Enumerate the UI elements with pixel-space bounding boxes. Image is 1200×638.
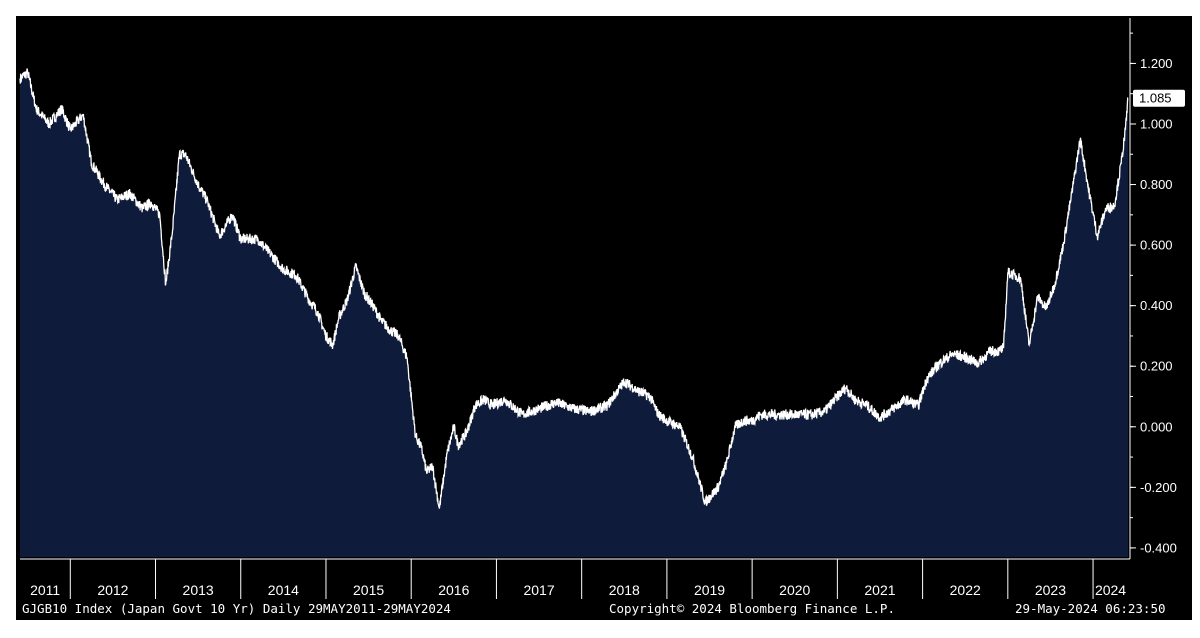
x-tick-label: 2022 — [950, 582, 981, 598]
x-axis: 2011 2012 2013 2014 2015 2016 2017 2018 2019 2020… — [20, 558, 1130, 599]
x-tick-label: 2020 — [779, 582, 810, 598]
series-area — [20, 68, 1128, 557]
y-tick-label: -0.400 — [1140, 540, 1177, 555]
x-tick-label: 2024 — [1095, 582, 1126, 598]
y-tick-label: 0.800 — [1140, 177, 1173, 192]
footer-series-info: GJGB10 Index (Japan Govt 10 Yr) Daily 29… — [22, 601, 451, 616]
y-tick-label: -0.200 — [1140, 480, 1177, 495]
last-value-box — [1133, 89, 1185, 107]
y-tick-label: 0.200 — [1140, 359, 1173, 374]
x-tick-label: 2011 — [30, 582, 60, 598]
y-tick-label: 1.200 — [1140, 56, 1173, 71]
x-tick-label: 2017 — [523, 582, 554, 598]
x-tick-label: 2014 — [268, 582, 299, 598]
x-tick-label: 2012 — [97, 582, 128, 598]
series-line — [19, 68, 1129, 509]
y-tick-label: 0.000 — [1140, 419, 1173, 434]
last-value-marker: 1.085 — [1133, 89, 1185, 107]
margin-right — [1192, 0, 1200, 638]
footer-copyright: Copyright© 2024 Bloomberg Finance L.P. — [609, 601, 895, 616]
chart-footer: GJGB10 Index (Japan Govt 10 Yr) Daily 29… — [0, 600, 1200, 620]
last-value-label: 1.085 — [1139, 91, 1172, 106]
y-tick-label: 0.400 — [1140, 298, 1173, 313]
y-axis: 1.200 1.000 0.800 0.600 0.400 0.200 0.000 -0.20… — [1129, 18, 1177, 559]
x-tick-label: 2018 — [609, 582, 640, 598]
margin-top — [0, 0, 1200, 16]
x-tick-label: 2016 — [438, 582, 469, 598]
x-tick-label: 2023 — [1035, 582, 1066, 598]
footer-timestamp: 29-May-2024 06:23:50 — [1015, 601, 1166, 616]
x-tick-label: 2019 — [694, 582, 725, 598]
margin-left — [0, 0, 16, 638]
x-tick-label: 2021 — [864, 582, 895, 598]
y-tick-label: 1.000 — [1140, 116, 1173, 131]
y-tick-label: 0.600 — [1140, 238, 1173, 253]
margin-bottom — [0, 620, 1200, 638]
x-tick-label: 2015 — [353, 582, 384, 598]
plot-area — [19, 68, 1129, 557]
x-tick-label: 2013 — [183, 582, 214, 598]
